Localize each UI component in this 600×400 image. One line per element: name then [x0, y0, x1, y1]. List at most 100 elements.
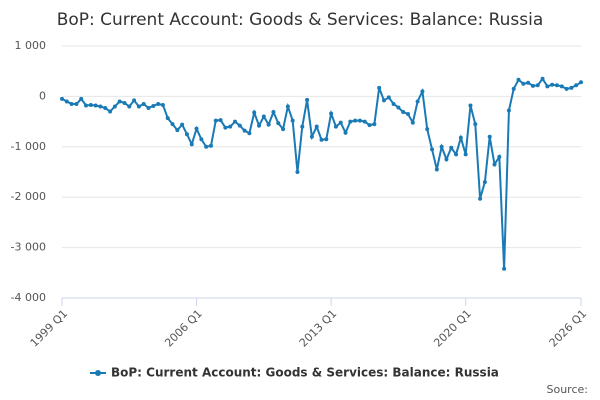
- point: [180, 122, 185, 127]
- point: [506, 108, 511, 113]
- point: [482, 180, 487, 185]
- point: [574, 83, 579, 88]
- point: [406, 112, 410, 117]
- point: [550, 82, 555, 87]
- point: [540, 76, 545, 81]
- point: [228, 124, 233, 129]
- point: [74, 101, 79, 106]
- point: [516, 77, 521, 82]
- point: [69, 101, 74, 106]
- point: [127, 104, 132, 109]
- point: [353, 118, 358, 123]
- point: [410, 120, 415, 125]
- point: [473, 122, 478, 127]
- point: [151, 103, 156, 108]
- point: [579, 80, 583, 85]
- point: [160, 102, 165, 107]
- point: [468, 103, 473, 108]
- point: [194, 126, 199, 131]
- point: [84, 103, 89, 108]
- y-tick-label: -3 000: [11, 241, 46, 254]
- point: [103, 105, 108, 110]
- point: [242, 128, 247, 133]
- point: [396, 105, 401, 110]
- point: [218, 118, 223, 123]
- point: [362, 119, 367, 124]
- point: [117, 99, 122, 104]
- y-tick-label: -2 000: [11, 190, 46, 203]
- point: [290, 118, 295, 123]
- point: [535, 83, 540, 88]
- point: [415, 99, 420, 104]
- point: [305, 97, 310, 102]
- point: [564, 86, 569, 91]
- point: [569, 85, 574, 90]
- point: [487, 134, 492, 139]
- point: [401, 110, 406, 115]
- point: [502, 266, 507, 271]
- y-tick-label: 0: [39, 89, 46, 102]
- point: [545, 84, 550, 89]
- point: [444, 157, 449, 162]
- point: [88, 102, 93, 107]
- point: [146, 105, 151, 110]
- point: [213, 118, 218, 123]
- point: [434, 167, 439, 172]
- point: [175, 128, 180, 133]
- point: [189, 142, 194, 147]
- point: [136, 104, 141, 109]
- y-tick-label: -1 000: [11, 140, 46, 153]
- point: [261, 114, 266, 119]
- legend-label: BoP: Current Account: Goods & Services: …: [111, 366, 499, 380]
- point: [170, 122, 175, 127]
- point: [295, 170, 300, 174]
- point: [165, 116, 170, 121]
- point: [511, 86, 516, 91]
- point: [223, 125, 228, 130]
- point: [98, 104, 103, 109]
- point: [132, 98, 137, 103]
- point: [329, 111, 334, 116]
- point: [208, 143, 213, 148]
- point: [257, 123, 262, 128]
- point: [64, 99, 69, 104]
- y-tick-label: -4 000: [11, 291, 46, 304]
- point: [430, 147, 435, 152]
- point: [439, 144, 444, 149]
- point: [377, 85, 382, 90]
- point: [271, 110, 276, 115]
- point: [338, 120, 343, 125]
- x-tick-label: 1999 Q1: [28, 307, 71, 350]
- point: [348, 119, 353, 124]
- point: [454, 152, 459, 157]
- point: [122, 100, 127, 105]
- point: [199, 137, 204, 142]
- point: [108, 109, 113, 114]
- point: [93, 103, 98, 108]
- point: [381, 98, 386, 103]
- point: [492, 162, 497, 167]
- point: [333, 124, 338, 129]
- y-tick-label: 1 000: [15, 39, 47, 52]
- point: [420, 89, 425, 94]
- source: Source:: [547, 383, 589, 396]
- point: [559, 84, 564, 89]
- point: [184, 132, 189, 137]
- point: [425, 127, 430, 132]
- point: [79, 96, 84, 101]
- point: [309, 134, 314, 139]
- point: [156, 101, 161, 106]
- point: [497, 154, 502, 159]
- x-tick-label: 2006 Q1: [162, 307, 205, 350]
- point: [237, 123, 242, 128]
- point: [314, 124, 319, 129]
- point: [276, 121, 281, 126]
- point: [343, 130, 348, 135]
- point: [233, 119, 237, 124]
- point: [386, 95, 391, 100]
- point: [141, 101, 146, 106]
- point: [449, 145, 454, 150]
- point: [112, 104, 117, 109]
- point: [60, 96, 64, 101]
